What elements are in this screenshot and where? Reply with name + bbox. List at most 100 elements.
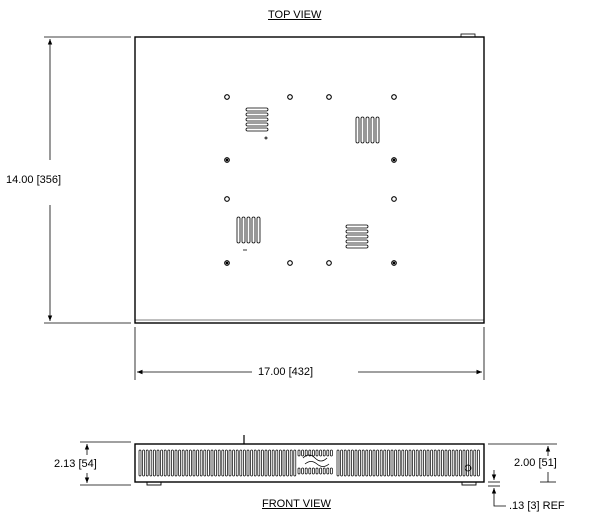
vent-slot <box>282 449 286 477</box>
front-right-height-label: 2.00 [51] <box>514 457 557 470</box>
vent-lower-left <box>236 216 261 251</box>
vent-slot <box>304 467 308 475</box>
vent-slot <box>383 449 387 477</box>
vent-slot <box>397 449 401 477</box>
vent-slot <box>167 449 171 477</box>
vent-slot <box>444 449 448 477</box>
vent-slot <box>279 449 282 477</box>
vent-slot <box>462 449 466 477</box>
vent-slot <box>196 449 199 477</box>
vent-slot <box>275 449 279 477</box>
vent-slot <box>387 449 390 477</box>
vent-slot <box>451 449 455 477</box>
vent-slot <box>199 449 203 477</box>
vent-slot <box>319 467 322 475</box>
vent-slot <box>441 449 444 477</box>
vent-slot <box>153 449 156 477</box>
vent-slot <box>315 467 319 475</box>
vent-slot <box>477 449 480 477</box>
vent-slot <box>145 449 149 477</box>
vent-slot <box>228 449 232 477</box>
vent-slot <box>319 449 322 457</box>
vent-slot <box>171 449 174 477</box>
vent-slot <box>347 449 351 477</box>
vent-slot <box>415 449 419 477</box>
vent-slot <box>301 467 304 475</box>
vent-slot <box>243 449 246 477</box>
vent-slot <box>293 449 297 477</box>
vent-slot <box>239 449 243 477</box>
vent-slot <box>160 449 163 477</box>
vent-slot <box>217 449 221 477</box>
top-view-outline <box>134 33 485 324</box>
width-dimension <box>134 327 485 380</box>
vent-slot <box>312 449 315 457</box>
front-view-title: FRONT VIEW <box>262 498 331 511</box>
vent-slot <box>408 449 412 477</box>
height-dimension <box>44 36 131 324</box>
front-left-height-label: 2.13 [54] <box>54 458 97 471</box>
vent-slot <box>322 449 326 457</box>
vent-slot <box>390 449 394 477</box>
vent-slot <box>330 467 333 475</box>
vent-slot <box>308 449 312 457</box>
vent-slot <box>412 449 415 477</box>
vent-slot <box>315 449 319 457</box>
vent-slot <box>253 449 257 477</box>
vent-slot <box>225 449 228 477</box>
vent-slot <box>178 449 181 477</box>
vent-slot <box>156 449 160 477</box>
vent-slot <box>301 449 304 457</box>
vent-slot <box>405 449 408 477</box>
vent-slot <box>430 449 433 477</box>
vent-slot <box>189 449 192 477</box>
foot-dimension <box>488 470 506 507</box>
vent-slot <box>361 449 365 477</box>
vent-slot <box>185 449 189 477</box>
vent-upper-right <box>355 116 380 144</box>
foot-dimension-label: .13 [3] REF <box>509 500 565 513</box>
height-dimension-label: 14.00 [356] <box>6 174 62 187</box>
front-right-height-dimension <box>488 443 557 483</box>
vent-slot <box>246 449 250 477</box>
vent-slot <box>365 449 369 477</box>
mounting-holes <box>224 94 397 266</box>
vent-slot <box>379 449 383 477</box>
vent-slot <box>372 449 376 477</box>
vent-slot <box>142 449 145 477</box>
vent-slot <box>351 449 354 477</box>
vent-slot <box>286 449 289 477</box>
vent-slot <box>448 449 451 477</box>
top-view-title: TOP VIEW <box>268 9 322 22</box>
vent-slot <box>192 449 196 477</box>
vent-slot <box>297 467 301 475</box>
vent-slot <box>426 449 430 477</box>
width-dimension-label: 17.00 [432] <box>258 366 314 379</box>
vent-slot <box>336 449 340 477</box>
vent-slot <box>401 449 405 477</box>
vent-slot <box>423 449 426 477</box>
vent-slot <box>297 449 301 457</box>
vent-slot <box>268 449 271 477</box>
vent-slot <box>312 467 315 475</box>
vent-slot <box>394 449 397 477</box>
vent-slot <box>343 449 347 477</box>
vent-slot <box>455 449 459 477</box>
vent-slot <box>369 449 372 477</box>
vent-slot <box>459 449 462 477</box>
vent-slot <box>466 449 469 477</box>
vent-slot <box>330 449 333 457</box>
vent-slot <box>308 467 312 475</box>
vent-upper-left <box>245 107 269 140</box>
vent-slot <box>271 449 275 477</box>
vent-slot <box>433 449 437 477</box>
vent-slot <box>210 449 214 477</box>
vent-lower-right <box>345 224 369 249</box>
vent-slot <box>138 449 142 477</box>
vent-slot <box>264 449 268 477</box>
front-vent-slots <box>138 449 480 477</box>
vent-slot <box>326 467 330 475</box>
vent-slot <box>207 449 210 477</box>
vent-slot <box>340 449 343 477</box>
